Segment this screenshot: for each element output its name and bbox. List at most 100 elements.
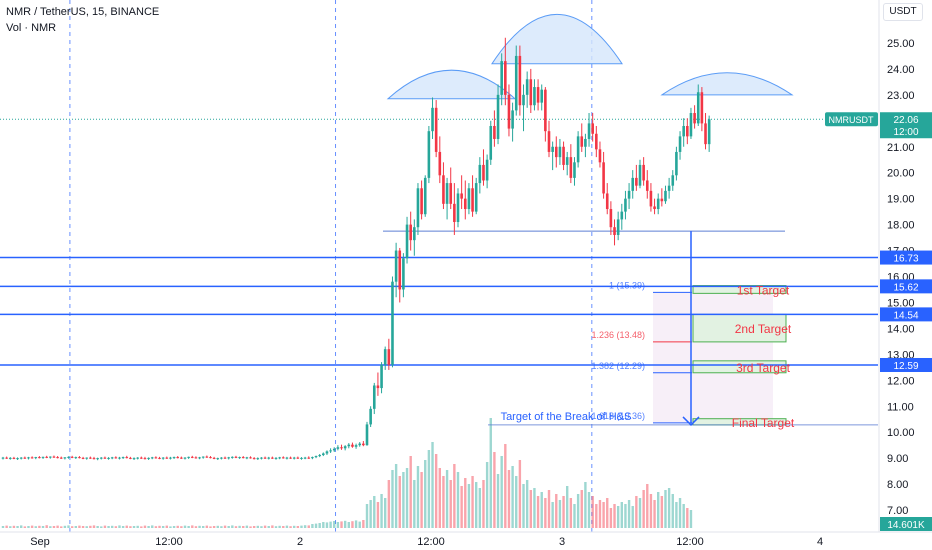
candle-body[interactable] [434,107,438,152]
candle-body[interactable] [245,457,249,459]
candle-body[interactable] [325,451,329,454]
candle-body[interactable] [154,457,158,459]
candle-body[interactable] [107,457,110,459]
candle-body[interactable] [544,89,547,132]
candle-body[interactable] [114,457,118,459]
candle-body[interactable] [205,456,209,458]
candle-body[interactable] [442,175,445,204]
candle-body[interactable] [609,209,613,228]
candle-body[interactable] [110,457,114,459]
candle-body[interactable] [125,457,129,459]
candle-body[interactable] [34,457,38,459]
candle-body[interactable] [336,447,340,449]
candle-body[interactable] [587,123,591,139]
candle-body[interactable] [303,457,307,459]
candle-body[interactable] [227,457,230,459]
candle-body[interactable] [624,198,627,212]
candle-body[interactable] [372,385,376,409]
candle-body[interactable] [380,364,383,389]
candle-body[interactable] [686,125,689,137]
candle-body[interactable] [216,458,220,460]
candle-body[interactable] [485,159,489,181]
candle-body[interactable] [620,211,624,220]
candle-body[interactable] [565,157,569,165]
candle-body[interactable] [16,458,19,460]
candle-body[interactable] [96,458,99,460]
candle-body[interactable] [616,219,620,235]
currency-button[interactable]: USDT [883,3,923,21]
candle-body[interactable] [540,89,544,103]
candle-body[interactable] [56,457,59,459]
candle-body[interactable] [220,457,223,459]
candle-body[interactable] [45,456,48,458]
candle-body[interactable] [438,151,442,176]
candle-body[interactable] [136,457,139,459]
candle-body[interactable] [78,457,81,459]
candle-body[interactable] [252,458,256,460]
candle-body[interactable] [682,125,685,137]
candle-body[interactable] [678,136,682,152]
candle-body[interactable] [482,164,485,181]
candle-body[interactable] [376,385,380,389]
shoulder-arc[interactable] [386,69,517,100]
candle-body[interactable] [551,146,554,152]
candle-body[interactable] [318,455,321,457]
candle-body[interactable] [329,450,332,452]
candle-body[interactable] [638,164,642,186]
candle-body[interactable] [340,447,343,449]
candle-body[interactable] [165,457,169,459]
candle-body[interactable] [696,92,700,124]
candle-body[interactable] [656,198,660,210]
target-box[interactable] [692,313,787,343]
candle-body[interactable] [289,457,292,459]
candle-body[interactable] [212,457,216,459]
candle-body[interactable] [525,79,529,95]
candle-body[interactable] [518,55,522,106]
candle-body[interactable] [358,443,362,446]
candle-body[interactable] [707,119,711,145]
candle-body[interactable] [514,55,518,111]
candle-body[interactable] [38,457,41,459]
candle-body[interactable] [161,457,165,459]
candle-body[interactable] [591,123,594,134]
candle-body[interactable] [460,193,463,199]
candle-body[interactable] [391,281,394,365]
candle-body[interactable] [347,444,351,447]
candle-body[interactable] [689,113,693,137]
candle-body[interactable] [332,448,336,451]
candle-body[interactable] [547,131,551,152]
candle-body[interactable] [118,457,121,459]
candle-body[interactable] [500,61,503,95]
candle-body[interactable] [49,456,52,458]
candle-body[interactable] [343,446,347,449]
candle-body[interactable] [59,457,63,459]
candle-body[interactable] [169,457,172,459]
candle-body[interactable] [121,457,125,459]
candle-body[interactable] [522,94,525,106]
candle-body[interactable] [489,125,493,160]
candle-body[interactable] [74,457,78,459]
candle-body[interactable] [631,177,635,191]
candle-body[interactable] [402,258,405,290]
candle-body[interactable] [99,457,103,459]
symbol-line[interactable]: NMR / TetherUS, 15, BINANCE [6,6,160,18]
candle-body[interactable] [507,94,511,129]
head-arc[interactable] [491,14,623,65]
candle-body[interactable] [664,190,667,202]
candle-body[interactable] [198,457,201,459]
candle-body[interactable] [92,458,96,460]
candle-body[interactable] [398,250,402,290]
candle-body[interactable] [642,164,645,181]
candle-body[interactable] [223,457,227,459]
candle-body[interactable] [81,457,85,459]
candle-body[interactable] [274,457,278,459]
candle-body[interactable] [463,198,467,210]
candle-body[interactable] [300,457,303,459]
candle-body[interactable] [387,349,391,365]
candle-body[interactable] [176,457,180,459]
candle-body[interactable] [569,157,573,178]
candle-body[interactable] [653,206,656,210]
candle-body[interactable] [504,61,507,95]
candle-body[interactable] [416,188,420,228]
